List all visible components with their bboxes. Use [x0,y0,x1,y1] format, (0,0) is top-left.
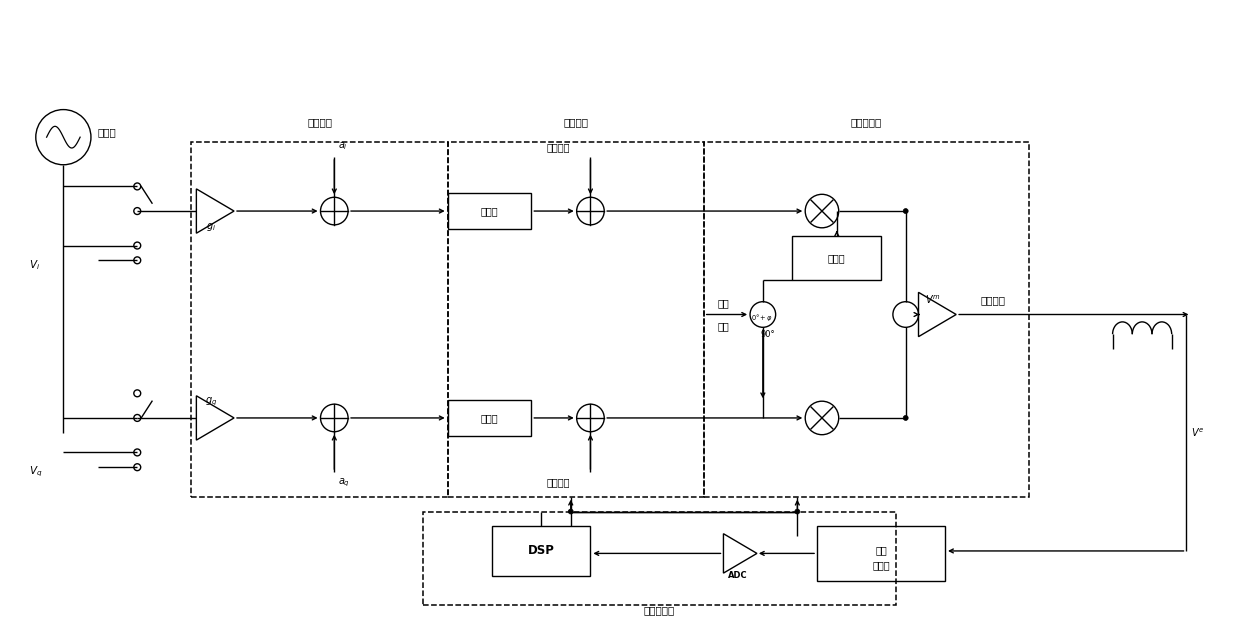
Text: 校准源: 校准源 [98,127,117,137]
Bar [792,236,882,280]
Bar [191,142,448,497]
Text: 补偿控制器: 补偿控制器 [644,605,675,615]
Text: $0°+\varphi$: $0°+\varphi$ [751,312,773,323]
Text: $g_q$: $g_q$ [205,396,217,408]
Text: $a_i$: $a_i$ [339,140,348,152]
Text: 输入: 输入 [718,321,729,331]
Circle shape [568,509,573,514]
Text: 偏置电压: 偏置电压 [546,142,569,152]
Text: 矢量调制器: 矢量调制器 [851,118,882,128]
Text: 偏置电压: 偏置电压 [546,477,569,487]
Bar [704,142,1029,497]
Text: 载波: 载波 [718,298,729,308]
Bar [492,526,590,576]
Text: 传输通道: 传输通道 [308,118,332,128]
Text: 射频输出: 射频输出 [981,295,1006,304]
Bar [448,142,704,497]
Bar [448,400,531,436]
Text: 衰减器: 衰减器 [481,413,498,423]
Bar [423,511,895,605]
Text: $V^m$: $V^m$ [925,294,941,306]
Text: $V^e$: $V^e$ [1192,426,1205,439]
Text: 包络: 包络 [875,545,887,555]
Circle shape [903,209,908,213]
Text: $a_q$: $a_q$ [339,477,350,489]
Text: 移相器: 移相器 [828,253,846,263]
Text: 衰减器: 衰减器 [481,206,498,216]
Text: $g_i$: $g_i$ [206,221,216,233]
Bar [448,193,531,229]
Text: DSP: DSP [528,545,554,557]
Text: 90°: 90° [760,330,775,338]
Circle shape [903,416,908,420]
Text: $V_q$: $V_q$ [29,465,42,479]
Bar [817,526,945,581]
Text: $V_i$: $V_i$ [29,259,40,272]
Text: 检测器: 检测器 [872,560,890,571]
Text: 补偿电路: 补偿电路 [563,118,588,128]
Circle shape [795,509,800,514]
Text: ADC: ADC [728,571,748,579]
